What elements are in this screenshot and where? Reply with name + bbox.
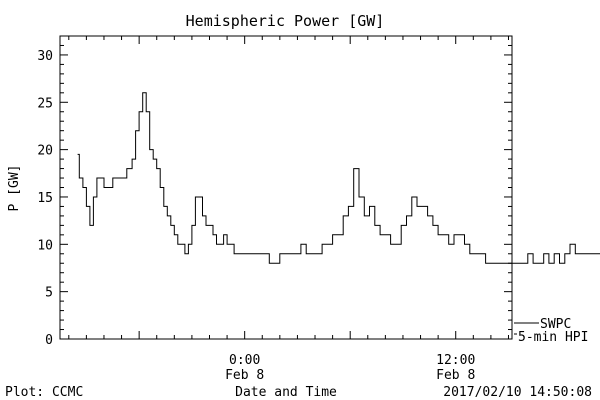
y-axis-label: P [GW] <box>7 165 22 212</box>
legend-label-swpc: SWPC <box>540 317 571 332</box>
y-tick-label: 0 <box>45 333 53 348</box>
x-axis-label: Date and Time <box>235 385 337 400</box>
y-tick-label: 15 <box>37 191 53 206</box>
footer-right: 2017/02/10 14:50:08 <box>443 385 592 400</box>
y-tick-label: 20 <box>37 144 53 159</box>
legend-label-hpi: 5-min HPI <box>518 330 588 345</box>
y-tick-label: 5 <box>45 286 53 301</box>
footer-left: Plot: CCMC <box>5 385 83 400</box>
legend: SWPC 5-min HPI <box>514 317 588 345</box>
series-line-0 <box>77 92 600 264</box>
chart-title: Hemispheric Power [GW] <box>186 12 385 30</box>
x-tick-label-date: Feb 8 <box>225 368 264 383</box>
y-tick-label: 25 <box>37 96 53 111</box>
x-tick-label-time: 0:00 <box>229 353 260 368</box>
y-tick-label: 10 <box>37 238 53 253</box>
y-tick-label: 30 <box>37 49 53 64</box>
x-tick-label-date: Feb 8 <box>436 368 475 383</box>
x-tick-label-time: 12:00 <box>436 353 475 368</box>
y-axis: 0 5 10 15 20 25 30 <box>37 35 512 348</box>
plot-frame <box>59 35 513 340</box>
series-group <box>77 92 600 264</box>
